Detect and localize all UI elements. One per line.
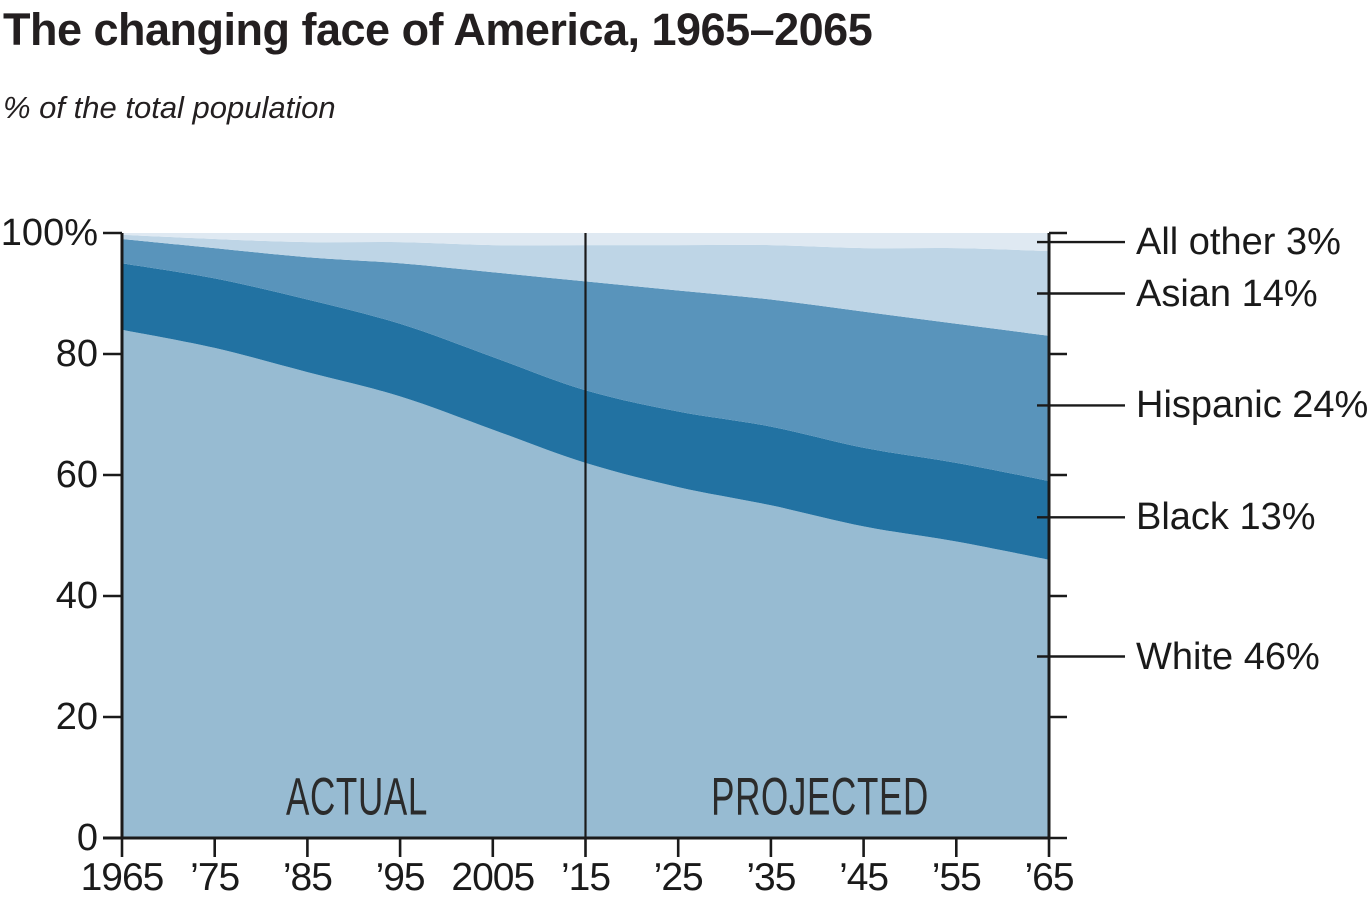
chart-subtitle: % of the total population bbox=[3, 90, 336, 125]
page-title: The changing face of America, 1965–2065 bbox=[3, 4, 873, 55]
area-asian bbox=[122, 234, 1049, 336]
